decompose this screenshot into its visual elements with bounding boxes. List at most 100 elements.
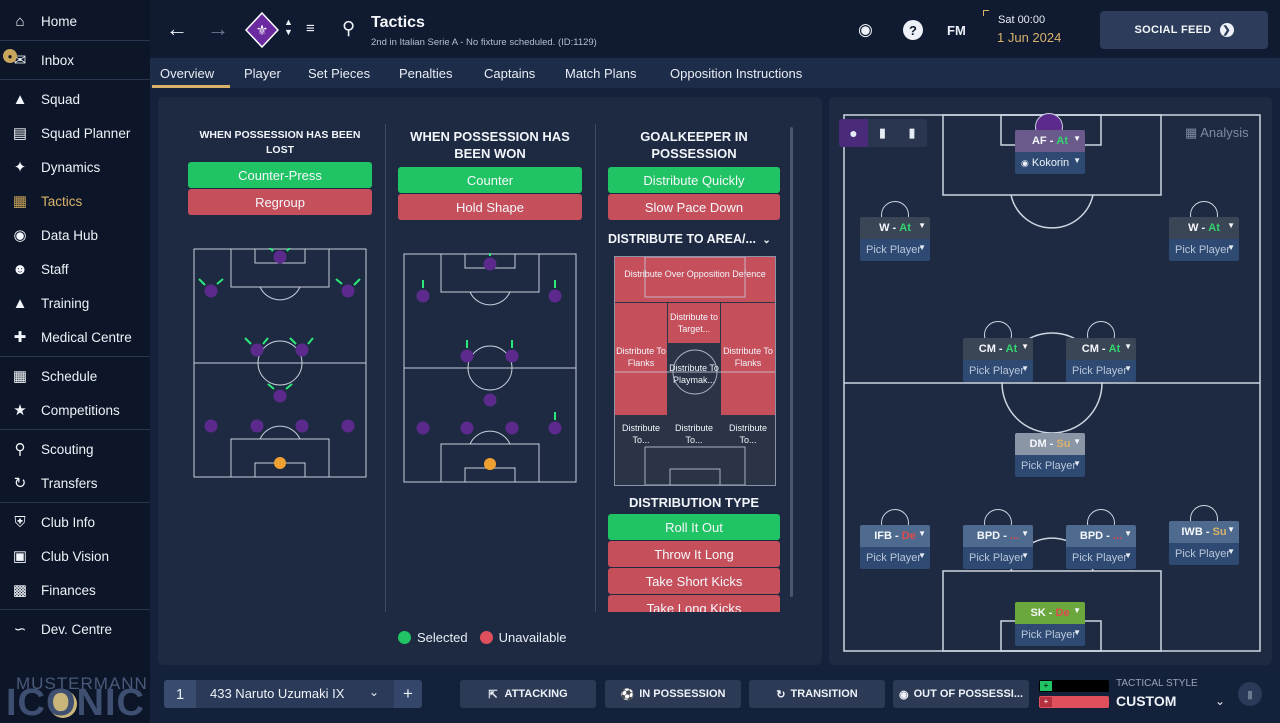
position-role-selector[interactable]: W - At ▼ [860,217,930,239]
position-iwb[interactable]: IWB - Su ▼ Pick Player ▼ [1169,521,1239,565]
position-sk[interactable]: SK - De ▼ Pick Player ▼ [1015,602,1085,646]
out-of-possession-button[interactable]: ◉ OUT OF POSSESSI... [893,680,1029,708]
counter-press-button[interactable]: Counter-Press [188,162,372,188]
club-crest-icon[interactable]: ⚜ [245,12,279,48]
position-role-selector[interactable]: IFB - De ▼ [860,525,930,547]
tab-penalties[interactable]: Penalties [399,66,453,81]
tab-overview[interactable]: Overview [160,66,215,81]
sidebar-item-squad[interactable]: ▲ Squad [0,82,150,116]
take-short-kicks-button[interactable]: Take Short Kicks [608,568,780,594]
position-role-selector[interactable]: W - At ▼ [1169,217,1239,239]
player-selector[interactable]: Pick Player ▼ [1169,543,1239,565]
area-bottom-left[interactable]: Distribute To... [621,423,660,445]
position-bpd-left[interactable]: BPD - ... ▼ Pick Player ▼ [963,525,1033,569]
forward-arrow-icon[interactable]: → [207,16,229,41]
position-role-selector[interactable]: DM - Su ▼ [1015,433,1085,455]
area-bottom-mid[interactable]: Distribute To... [674,423,713,445]
player-selector[interactable]: Pick Player ▼ [1169,239,1239,261]
position-w-right[interactable]: W - At ▼ Pick Player ▼ [1169,217,1239,261]
position-role-selector[interactable]: AF - At ▼ [1015,130,1085,152]
stats-view-icon[interactable]: ▮ [878,125,887,140]
position-w-left[interactable]: W - At ▼ Pick Player ▼ [860,217,930,261]
tab-captains[interactable]: Captains [484,66,536,81]
player-view-icon[interactable]: ● [839,119,868,147]
position-role-selector[interactable]: CM - At ▼ [1066,338,1136,360]
scrollbar[interactable] [790,127,793,597]
player-selector[interactable]: ◉ Kokorin ▼ [1015,152,1085,174]
area-bottom-right[interactable]: Distribute To... [728,423,767,445]
position-role-selector[interactable]: BPD - ... ▼ [1066,525,1136,547]
position-cm-right[interactable]: CM - At ▼ Pick Player ▼ [1066,338,1136,382]
position-dm[interactable]: DM - Su ▼ Pick Player ▼ [1015,433,1085,477]
sidebar-item-inbox[interactable]: ● ✉ Inbox [0,43,150,77]
sidebar-item-scouting[interactable]: ⚲ Scouting [0,432,150,466]
current-date[interactable]: 1 Jun 2024 [997,30,1062,45]
transition-button[interactable]: ↻ TRANSITION [749,680,885,708]
sidebar-item-squad-planner[interactable]: ▤ Squad Planner [0,116,150,150]
position-af[interactable]: AF - At ▼ ◉ Kokorin ▼ [1015,130,1085,174]
area-flanks-left[interactable]: Distribute To Flanks [615,303,667,415]
player-selector[interactable]: Pick Player ▼ [860,547,930,569]
regroup-button[interactable]: Regroup [188,189,372,215]
sidebar-item-home[interactable]: ⌂ Home [0,4,150,38]
player-selector[interactable]: Pick Player ▼ [1066,547,1136,569]
tab-match-plans[interactable]: Match Plans [565,66,637,81]
chevron-down-icon[interactable]: ⌄ [369,685,380,699]
sidebar-item-club-vision[interactable]: ▣ Club Vision [0,539,150,573]
globe-icon[interactable]: ◉ [858,20,873,39]
tactical-style-value[interactable]: CUSTOM [1116,693,1177,709]
sidebar-item-transfers[interactable]: ↻ Transfers [0,466,150,500]
tactic-selector[interactable]: 1 433 Naruto Uzumaki IX ⌄ + [164,680,422,708]
position-bpd-right[interactable]: BPD - ... ▼ Pick Player ▼ [1066,525,1136,569]
tactic-name[interactable]: 433 Naruto Uzumaki IX [210,686,345,701]
take-long-kicks-button[interactable]: Take Long Kicks [608,595,780,612]
sidebar-item-medical-centre[interactable]: ✚ Medical Centre [0,320,150,354]
area-playmaker[interactable]: Distribute To Playmak... [668,344,720,415]
position-role-selector[interactable]: SK - De ▼ [1015,602,1085,624]
hold-shape-button[interactable]: Hold Shape [398,194,582,220]
area-target[interactable]: Distribute to Target... [668,303,720,343]
attacking-button[interactable]: ⇱ ATTACKING [460,680,596,708]
roll-it-out-button[interactable]: Roll It Out [608,514,780,540]
sidebar-item-schedule[interactable]: ▦ Schedule [0,359,150,393]
tab-set-pieces[interactable]: Set Pieces [308,66,371,81]
crest-switch-icon[interactable]: ▲ ▼ [284,17,293,37]
social-feed-button[interactable]: SOCIAL FEED ❯ [1100,11,1268,49]
counter-button[interactable]: Counter [398,167,582,193]
distribute-area-dropdown[interactable]: DISTRIBUTE TO AREA/... ⌄ [608,232,771,246]
area-over-defence[interactable]: Distribute Over Opposition Defence [615,257,775,302]
distribute-quickly-button[interactable]: Distribute Quickly [608,167,780,193]
position-role-selector[interactable]: CM - At ▼ [963,338,1033,360]
player-selector[interactable]: Pick Player ▼ [1066,360,1136,382]
analysis-button[interactable]: ▦ Analysis [1185,125,1249,141]
player-selector[interactable]: Pick Player ▼ [1015,624,1085,646]
sidebar-item-tactics[interactable]: ▦ Tactics [0,184,150,218]
menu-icon[interactable]: ≡ [306,20,315,37]
tab-opposition-instructions[interactable]: Opposition Instructions [670,66,803,81]
back-arrow-icon[interactable]: ← [166,16,188,41]
slow-pace-down-button[interactable]: Slow Pace Down [608,194,780,220]
player-selector[interactable]: Pick Player ▼ [1015,455,1085,477]
sidebar-item-club-info[interactable]: ⛨ Club Info [0,505,150,539]
in-possession-button[interactable]: ⚽ IN POSSESSION [605,680,741,708]
chart-icon[interactable]: ▮ [1238,682,1262,706]
position-role-selector[interactable]: IWB - Su ▼ [1169,521,1239,543]
position-ifb[interactable]: IFB - De ▼ Pick Player ▼ [860,525,930,569]
sidebar-item-data-hub[interactable]: ◉ Data Hub [0,218,150,252]
chevron-down-icon[interactable]: ⌄ [1215,694,1226,708]
search-icon[interactable]: ⚲ [342,18,356,38]
help-icon[interactable]: ? [903,20,923,40]
position-cm-left[interactable]: CM - At ▼ Pick Player ▼ [963,338,1033,382]
tab-player[interactable]: Player [244,66,281,81]
player-selector[interactable]: Pick Player ▼ [860,239,930,261]
area-flanks-right[interactable]: Distribute To Flanks [721,303,775,415]
tactic-slot-number[interactable]: 1 [164,680,196,708]
add-tactic-button[interactable]: + [394,680,422,708]
player-selector[interactable]: Pick Player ▼ [963,547,1033,569]
sidebar-item-dynamics[interactable]: ✦ Dynamics [0,150,150,184]
sidebar-item-training[interactable]: ▲ Training [0,286,150,320]
fm-button[interactable]: FM [947,23,966,38]
sidebar-item-staff[interactable]: ☻ Staff [0,252,150,286]
sidebar-item-competitions[interactable]: ★ Competitions [0,393,150,427]
position-role-selector[interactable]: BPD - ... ▼ [963,525,1033,547]
